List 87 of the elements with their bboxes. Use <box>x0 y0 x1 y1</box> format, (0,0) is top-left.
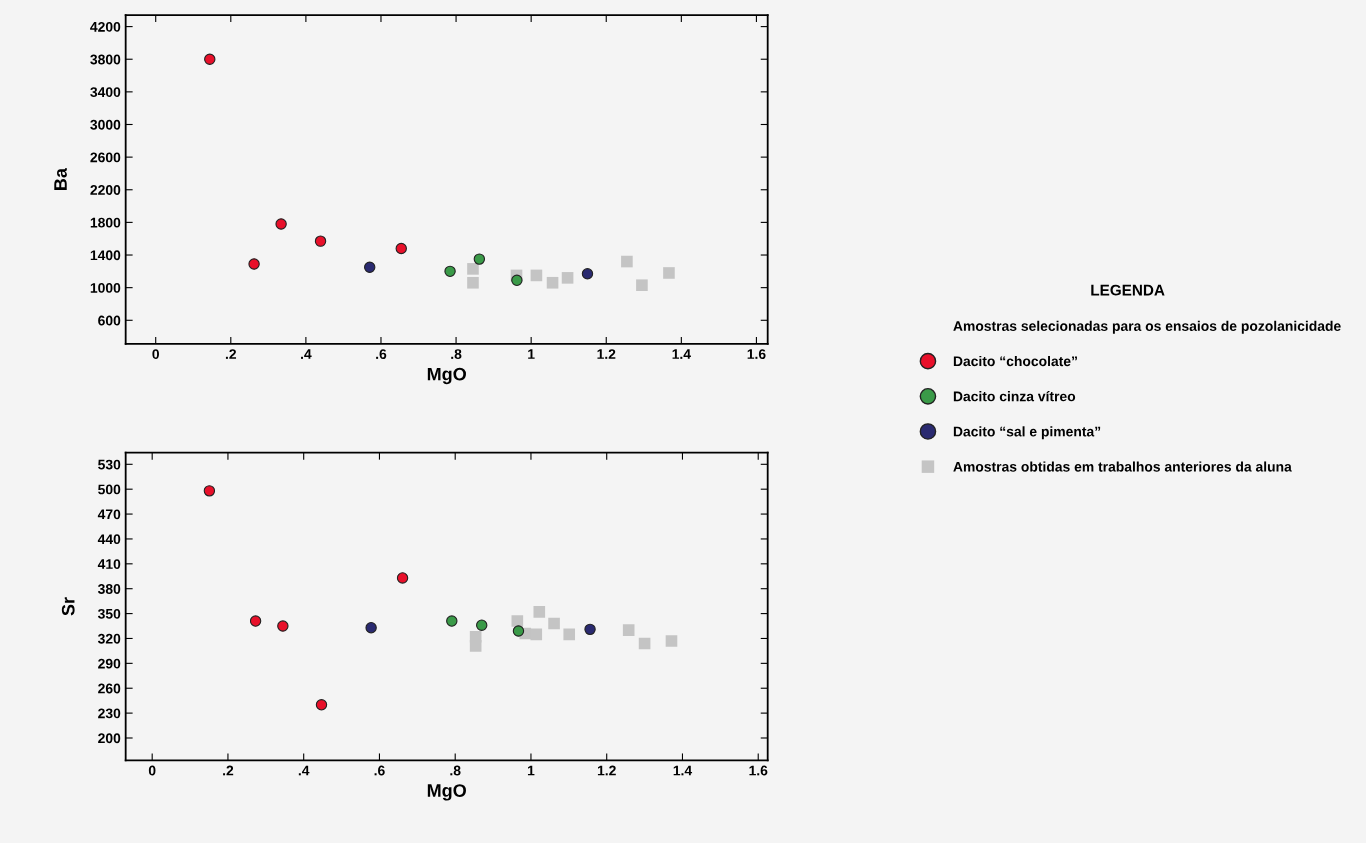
x-tick-label: 1 <box>528 349 535 359</box>
y-tick-label: 380 <box>97 584 121 594</box>
x-tick-label: 1 <box>527 765 535 776</box>
y-axis-title: Sr <box>61 597 75 616</box>
legend-label: Dacito “chocolate” <box>953 355 1077 367</box>
point <box>561 272 574 284</box>
x-tick-label: .2 <box>223 765 234 776</box>
x-tick-label: 1.4 <box>673 765 693 776</box>
y-tick-label: 440 <box>97 534 121 545</box>
legend-label: Dacito cinza vítreo <box>953 390 1076 402</box>
x-tick-label: 0 <box>148 765 156 776</box>
y-tick-label: 3000 <box>90 119 121 130</box>
x-tick-label: .4 <box>298 765 310 776</box>
y-tick-label: 230 <box>98 708 121 719</box>
x-tick-label: 1.2 <box>597 349 616 359</box>
x-tick-label: .8 <box>451 349 462 360</box>
point <box>444 265 456 278</box>
point <box>638 637 651 650</box>
point <box>511 274 523 287</box>
y-tick-label: 1000 <box>90 282 121 293</box>
y-tick-label: 1400 <box>90 250 121 261</box>
y-tick-label: 260 <box>98 683 121 694</box>
y-tick-label: 530 <box>98 459 121 470</box>
point <box>563 628 576 641</box>
x-tick-label: 0 <box>152 349 159 360</box>
legend-title: LEGENDA <box>1091 284 1165 296</box>
point <box>530 269 543 282</box>
y-tick-label: 290 <box>98 658 121 669</box>
y-tick-label: 2600 <box>90 152 121 163</box>
y-tick-label: 2200 <box>90 185 121 195</box>
y-tick-label: 320 <box>97 633 121 644</box>
point <box>314 235 327 247</box>
x-tick-label: 1.4 <box>672 349 691 359</box>
point <box>584 623 596 636</box>
y-tick-label: 350 <box>97 608 121 619</box>
y-tick-label: 600 <box>98 315 121 326</box>
x-axis-title: MgO <box>427 784 466 801</box>
point <box>275 218 287 230</box>
x-tick-label: 1.2 <box>597 765 616 776</box>
point <box>512 625 525 637</box>
point <box>530 628 543 641</box>
point <box>203 485 216 497</box>
x-tick-label: 1.6 <box>749 765 768 776</box>
y-tick-label: 3400 <box>90 87 121 98</box>
point <box>665 635 678 647</box>
x-tick-label: .6 <box>376 349 387 360</box>
y-axis-title: Ba <box>54 167 67 190</box>
point <box>365 621 377 634</box>
point <box>621 255 633 268</box>
y-tick-label: 410 <box>97 559 121 569</box>
point <box>581 268 594 280</box>
y-tick-label: 500 <box>98 484 121 495</box>
point <box>249 615 262 627</box>
point <box>663 267 675 279</box>
point <box>473 253 486 265</box>
point <box>548 617 560 630</box>
x-tick-label: 1.6 <box>747 349 766 360</box>
point <box>204 53 216 65</box>
point <box>364 261 376 273</box>
point <box>315 699 328 711</box>
point <box>277 620 289 632</box>
x-tick-label: .4 <box>301 349 312 359</box>
y-tick-label: 1800 <box>90 217 121 228</box>
point <box>396 572 409 584</box>
x-tick-label: .6 <box>374 765 385 776</box>
text: Amostras selecionadas para os ensaios de pozolanicidade <box>953 320 1341 334</box>
point <box>467 263 479 275</box>
point <box>446 615 458 627</box>
point <box>248 258 260 270</box>
y-tick-label: 3800 <box>90 54 121 65</box>
legend-label: Dacito “sal e pimenta” <box>953 426 1101 440</box>
x-tick-label: .8 <box>450 765 461 776</box>
point <box>511 615 524 627</box>
point <box>476 619 488 631</box>
point <box>533 606 546 618</box>
y-tick-label: 470 <box>97 509 121 520</box>
point <box>636 279 648 292</box>
point <box>469 640 482 652</box>
point <box>467 276 479 289</box>
point <box>622 624 635 636</box>
point <box>395 242 407 255</box>
y-tick-label: 200 <box>98 733 121 744</box>
point <box>546 276 559 289</box>
y-tick-label: 4200 <box>90 21 121 32</box>
x-axis-title: MgO <box>427 367 466 385</box>
legend-label: Amostras obtidas em trabalhos anteriores da aluna <box>953 461 1292 472</box>
x-tick-label: .2 <box>225 349 237 359</box>
